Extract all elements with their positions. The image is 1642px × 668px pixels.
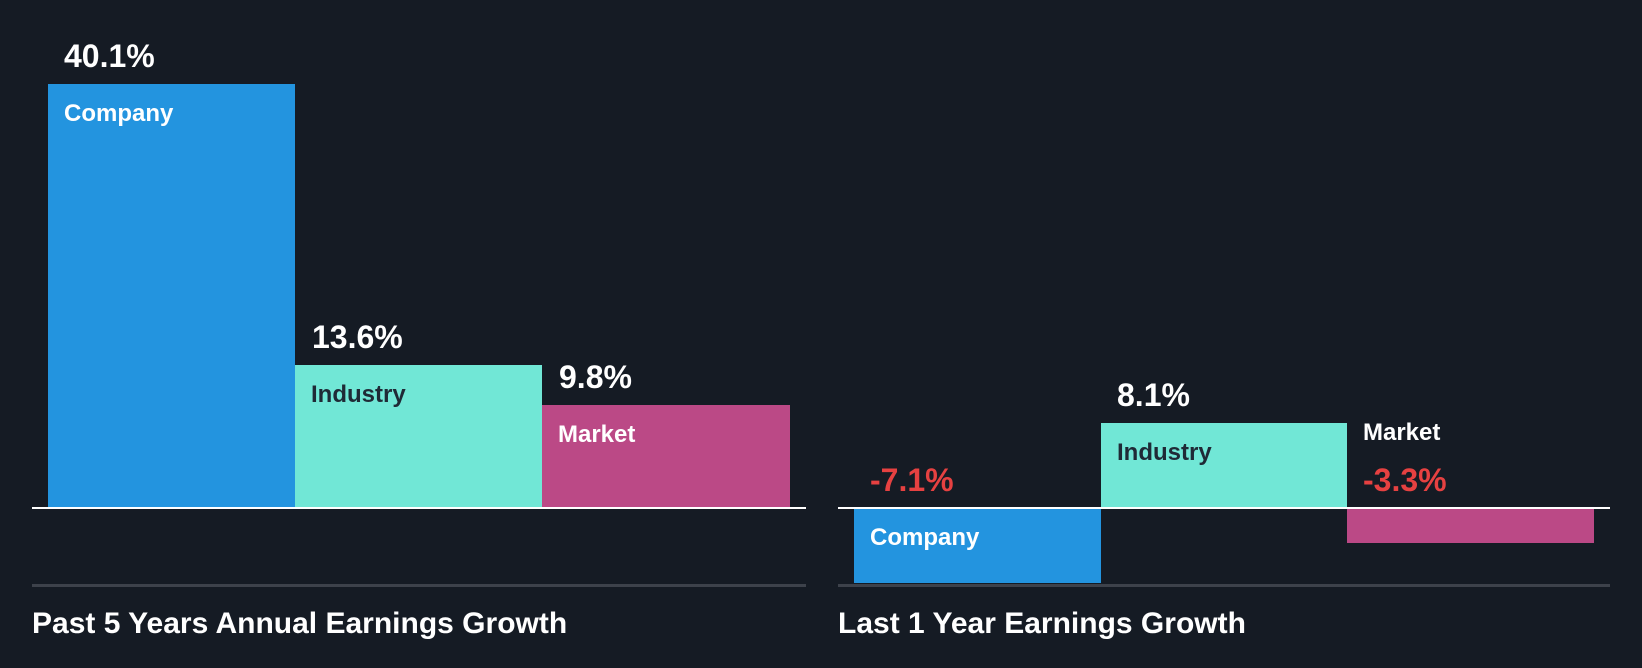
chart-title: Past 5 Years Annual Earnings Growth	[32, 607, 568, 640]
chart-title: Last 1 Year Earnings Growth	[838, 607, 1246, 640]
industry-bar[interactable]: Industry	[295, 365, 542, 507]
industry-label: Industry	[1117, 439, 1212, 466]
market-value: -3.3%	[1363, 462, 1447, 498]
industry-value: 8.1%	[1117, 377, 1190, 413]
market-bar[interactable]: Market	[542, 405, 790, 507]
zero-axis-line	[838, 507, 1610, 509]
company-value: 40.1%	[64, 38, 155, 74]
industry-value: 13.6%	[312, 319, 403, 355]
company-value: -7.1%	[870, 462, 954, 498]
company-label: Company	[64, 100, 174, 127]
past-5-years-chart: 40.1% Company 13.6% Industry 9.8% Market…	[0, 0, 820, 668]
market-bar[interactable]	[1347, 508, 1594, 543]
industry-bar[interactable]: Industry	[1101, 423, 1347, 507]
zero-axis-line	[32, 507, 806, 509]
market-value: 9.8%	[559, 359, 632, 395]
market-label: Market	[558, 421, 636, 448]
company-bar[interactable]: Company	[48, 84, 295, 507]
separator-line	[32, 584, 806, 587]
industry-label: Industry	[311, 381, 406, 408]
separator-line	[838, 584, 1610, 587]
company-label: Company	[870, 524, 980, 551]
company-bar[interactable]: Company	[854, 508, 1101, 583]
market-label: Market	[1363, 419, 1441, 446]
